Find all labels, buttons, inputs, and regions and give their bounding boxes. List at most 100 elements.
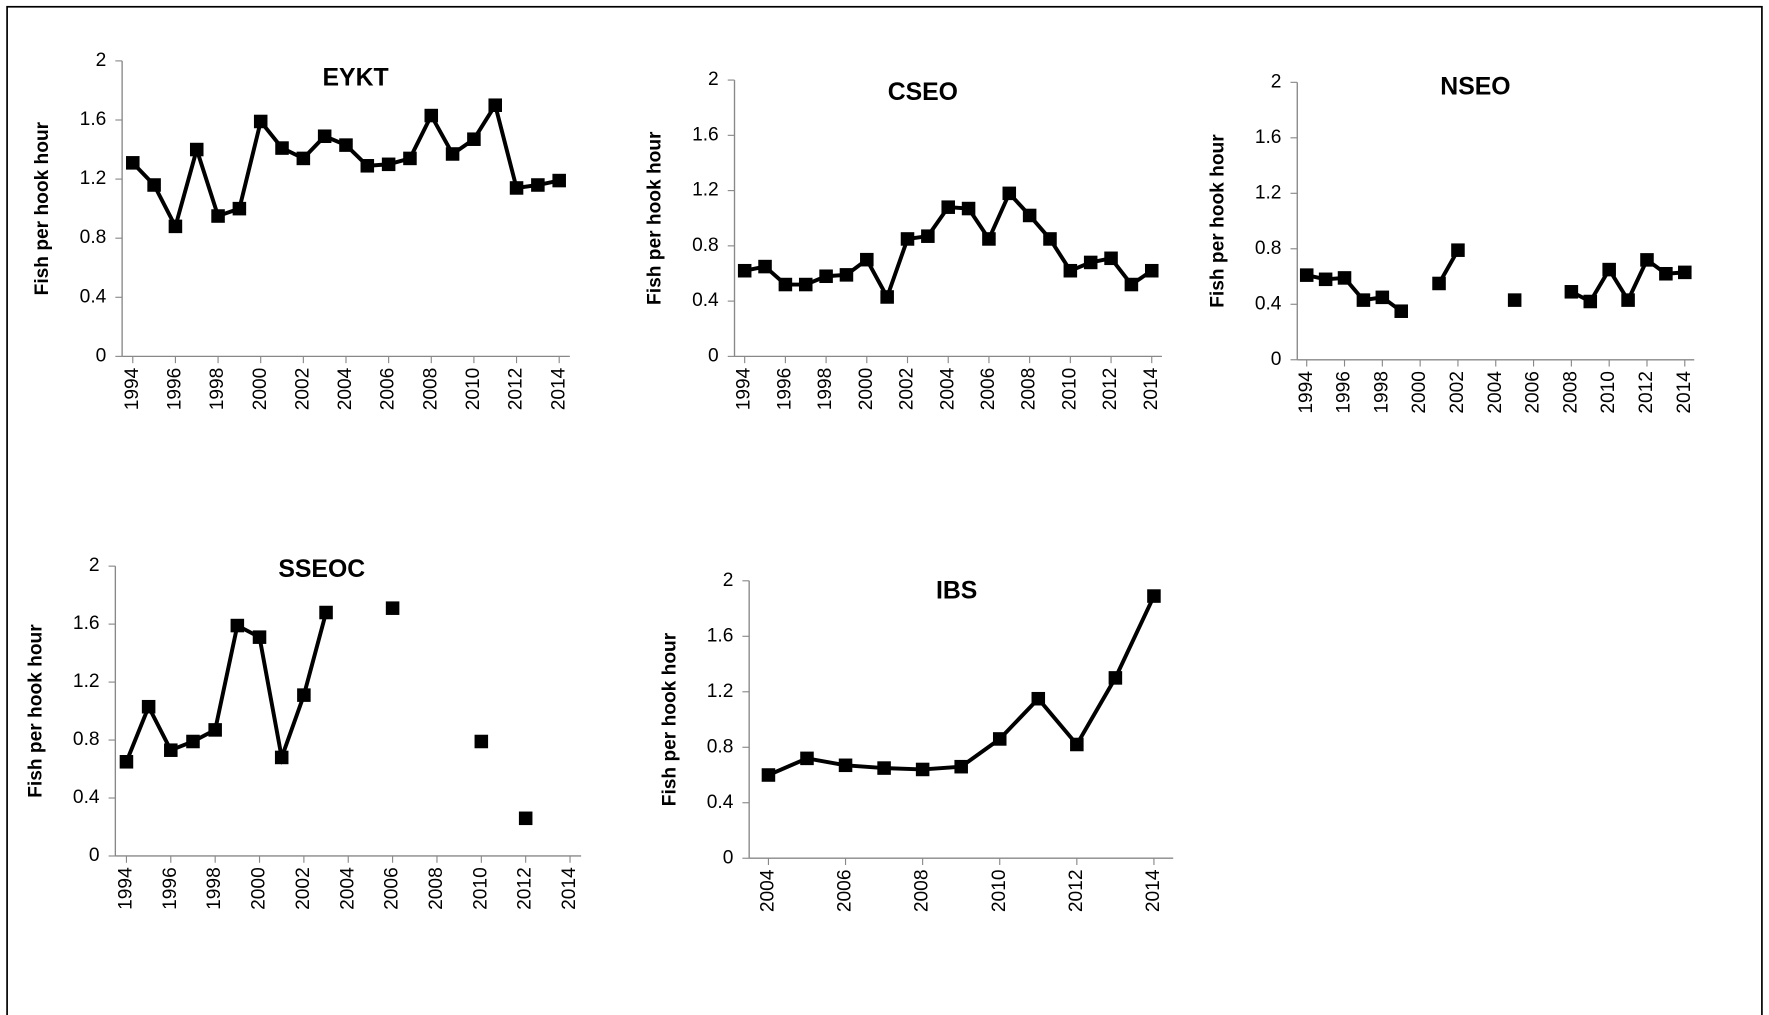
y-tick-label: 0 bbox=[96, 345, 107, 366]
chart-title: IBS bbox=[936, 578, 977, 605]
data-point bbox=[317, 129, 332, 144]
y-tick-label: 0.8 bbox=[80, 227, 107, 248]
data-point bbox=[921, 229, 935, 243]
data-point bbox=[1299, 268, 1314, 282]
x-tick-label: 2012 bbox=[515, 867, 536, 910]
x-tick-label: 1998 bbox=[207, 368, 228, 411]
data-point bbox=[488, 98, 502, 112]
y-tick-label: 1.6 bbox=[692, 124, 719, 145]
x-tick-label: 2008 bbox=[1560, 371, 1581, 414]
data-point bbox=[1394, 304, 1409, 318]
x-tick-label: 2014 bbox=[559, 867, 580, 910]
data-point bbox=[915, 762, 930, 777]
y-tick-label: 1.2 bbox=[73, 671, 100, 692]
data-point bbox=[961, 201, 976, 216]
x-tick-label: 1996 bbox=[774, 368, 795, 411]
data-point bbox=[275, 141, 289, 155]
x-tick-label: 2006 bbox=[835, 870, 856, 913]
x-tick-label: 2004 bbox=[758, 869, 779, 912]
chart-title: CSEO bbox=[888, 79, 958, 106]
data-point bbox=[253, 114, 268, 129]
y-tick-label: 0.4 bbox=[707, 792, 734, 813]
x-tick-label: 2010 bbox=[1598, 371, 1619, 414]
data-point bbox=[839, 268, 854, 282]
data-point bbox=[445, 147, 460, 161]
y-tick-label: 0.4 bbox=[80, 286, 107, 307]
y-tick-label: 0.8 bbox=[707, 736, 734, 757]
y-axis-label: Fish per hook hour bbox=[645, 131, 666, 305]
data-point bbox=[1451, 243, 1465, 257]
data-point bbox=[531, 178, 545, 192]
data-point bbox=[1659, 266, 1673, 281]
y-tick-label: 1.2 bbox=[692, 180, 719, 201]
x-tick-label: 2014 bbox=[548, 367, 569, 410]
series-line bbox=[124, 612, 328, 766]
data-point bbox=[758, 259, 772, 274]
x-tick-label: 2008 bbox=[426, 867, 447, 910]
y-tick-label: 0.8 bbox=[73, 729, 100, 750]
data-point bbox=[339, 138, 353, 152]
data-point bbox=[319, 605, 333, 620]
x-tick-label: 1998 bbox=[204, 867, 225, 910]
data-point bbox=[232, 201, 247, 216]
x-tick-label: 2006 bbox=[978, 368, 999, 411]
x-tick-label: 2012 bbox=[1100, 368, 1121, 411]
y-tick-label: 1.6 bbox=[80, 109, 107, 130]
x-tick-label: 1996 bbox=[1334, 371, 1355, 414]
data-point bbox=[164, 743, 178, 757]
y-axis-label: Fish per hook hour bbox=[1207, 134, 1228, 308]
data-point bbox=[1124, 277, 1139, 292]
x-tick-label: 2002 bbox=[897, 368, 918, 411]
x-tick-label: 2008 bbox=[912, 870, 933, 913]
data-point bbox=[1337, 271, 1352, 285]
y-tick-label: 1.2 bbox=[80, 168, 107, 189]
x-tick-label: 2002 bbox=[293, 867, 314, 910]
y-tick-label: 0.4 bbox=[1255, 293, 1282, 314]
x-tick-label: 1994 bbox=[116, 867, 137, 910]
data-point bbox=[274, 750, 289, 765]
x-tick-label: 2014 bbox=[1143, 869, 1164, 912]
x-tick-label: 2008 bbox=[1019, 368, 1040, 411]
x-tick-label: 1994 bbox=[122, 367, 143, 410]
data-point bbox=[1063, 263, 1078, 278]
data-point bbox=[552, 173, 566, 188]
data-point bbox=[126, 156, 140, 170]
data-point bbox=[877, 761, 891, 775]
data-point bbox=[467, 132, 481, 146]
data-point bbox=[385, 601, 400, 615]
data-point bbox=[900, 232, 915, 246]
data-point bbox=[211, 209, 225, 223]
data-point bbox=[518, 811, 533, 826]
data-point bbox=[1147, 589, 1161, 603]
data-point bbox=[798, 277, 813, 292]
x-tick-label: 2012 bbox=[1066, 870, 1087, 913]
data-point bbox=[424, 108, 439, 123]
x-tick-label: 2004 bbox=[337, 867, 358, 910]
y-tick-label: 0 bbox=[723, 847, 734, 868]
x-tick-label: 2000 bbox=[1409, 371, 1430, 414]
data-point bbox=[1043, 232, 1057, 246]
data-point bbox=[189, 142, 204, 157]
x-tick-label: 2014 bbox=[1674, 371, 1695, 414]
y-tick-label: 0 bbox=[89, 845, 100, 866]
data-point bbox=[1104, 251, 1118, 266]
chart-title: SSEOC bbox=[278, 556, 365, 583]
data-point bbox=[1031, 691, 1046, 706]
x-tick-label: 1994 bbox=[1296, 371, 1317, 414]
y-tick-label: 0 bbox=[1271, 349, 1282, 370]
data-point bbox=[296, 151, 311, 166]
y-tick-label: 2 bbox=[89, 555, 100, 576]
y-tick-label: 2 bbox=[1271, 71, 1282, 92]
y-axis-label: Fish per hook hour bbox=[25, 624, 46, 798]
chart-title: NSEO bbox=[1440, 74, 1510, 101]
data-point bbox=[800, 751, 814, 766]
data-point bbox=[819, 269, 833, 284]
x-tick-label: 2014 bbox=[1141, 367, 1162, 410]
data-point bbox=[186, 734, 200, 749]
data-point bbox=[403, 151, 417, 166]
data-point bbox=[1564, 285, 1579, 299]
data-point bbox=[509, 181, 524, 195]
data-point bbox=[1356, 293, 1371, 307]
data-point bbox=[119, 755, 134, 769]
x-tick-label: 2004 bbox=[335, 367, 356, 410]
